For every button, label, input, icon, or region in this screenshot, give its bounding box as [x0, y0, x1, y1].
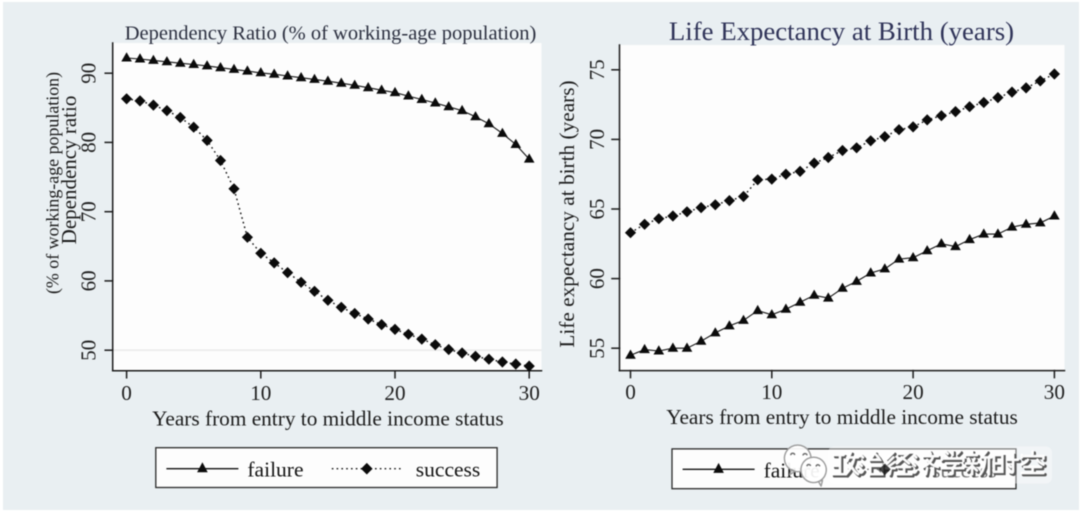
svg-text:(% of working-age population): (% of working-age population): [43, 72, 64, 294]
svg-text:10: 10: [761, 380, 782, 404]
svg-text:0: 0: [121, 381, 132, 405]
svg-text:Life Expectancy at Birth (year: Life Expectancy at Birth (years): [669, 16, 1014, 46]
svg-text:90: 90: [77, 63, 101, 84]
svg-text:Dependency ratio: Dependency ratio: [57, 96, 81, 245]
svg-text:80: 80: [77, 132, 101, 153]
svg-text:Years from entry to middle inc: Years from entry to middle income status: [152, 407, 504, 431]
svg-text:50: 50: [77, 340, 101, 361]
svg-text:65: 65: [585, 199, 609, 220]
svg-text:55: 55: [585, 338, 609, 359]
svg-text:Dependency Ratio (% of working: Dependency Ratio (% of working-age popul…: [125, 23, 537, 45]
svg-text:Life expectancy at birth (year: Life expectancy at birth (years): [555, 80, 579, 347]
svg-text:Years from entry to middle inc: Years from entry to middle income status: [666, 405, 1018, 429]
svg-text:60: 60: [77, 270, 101, 291]
svg-text:failure: failure: [247, 458, 303, 482]
svg-text:success: success: [416, 458, 480, 482]
svg-text:0: 0: [625, 380, 636, 404]
svg-text:60: 60: [585, 268, 609, 289]
svg-text:30: 30: [1044, 380, 1065, 404]
svg-text:70: 70: [77, 201, 101, 222]
svg-text:10: 10: [250, 381, 271, 405]
svg-text:30: 30: [519, 381, 540, 405]
svg-text:20: 20: [384, 381, 405, 405]
svg-text:20: 20: [903, 380, 924, 404]
svg-text:75: 75: [585, 59, 609, 80]
svg-text:70: 70: [585, 129, 609, 150]
